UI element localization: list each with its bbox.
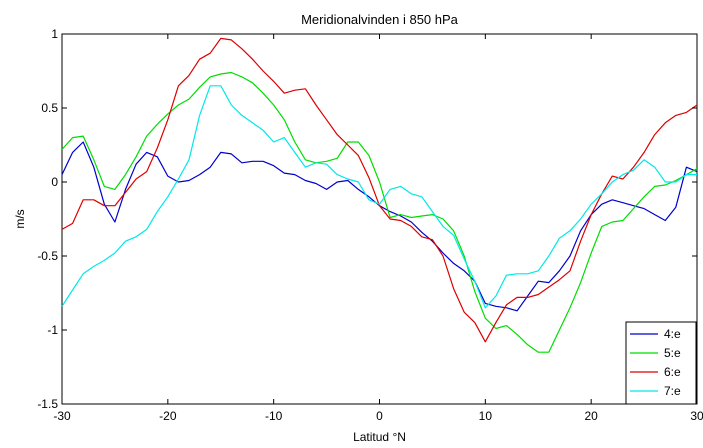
y-tick-label: -1.5 [37,397,58,411]
y-tick-label: -1 [47,323,58,337]
series-layer [61,37,698,353]
legend-label: 7:e [664,384,681,398]
x-tick-label: -30 [53,409,71,423]
legend-box [625,321,697,405]
y-tick-label: -0.5 [37,249,58,263]
axes-box [61,33,698,405]
series-line-7e [61,85,697,309]
chart-title: Meridionalvinden i 850 hPa [301,12,459,27]
x-tick-label: 20 [584,409,598,423]
series-line-6e [61,37,698,343]
x-tick-label: 30 [690,409,703,423]
legend-label: 6:e [664,365,681,379]
y-tick-label: 1 [51,27,58,41]
x-axis-label: Latitud °N [353,430,406,444]
x-tick-label: 10 [479,409,493,423]
legend-label: 4:e [664,327,681,341]
x-tick-label: -10 [265,409,283,423]
legend-label: 5:e [664,346,681,360]
x-tick-label: 0 [376,409,383,423]
ticks-layer: -30 -20 -10 0 10 20 30 -1.5 -1 -0.5 0 0.5 1 [37,27,703,423]
y-axis-label: m/s [13,209,27,228]
series-line-5e [61,71,698,353]
plot-area [61,33,698,405]
x-tick-label: -20 [159,409,177,423]
y-tick-label: 0.5 [41,101,58,115]
y-tick-label: 0 [51,175,58,189]
legend: 4:e 5:e 6:e 7:e [625,321,697,405]
